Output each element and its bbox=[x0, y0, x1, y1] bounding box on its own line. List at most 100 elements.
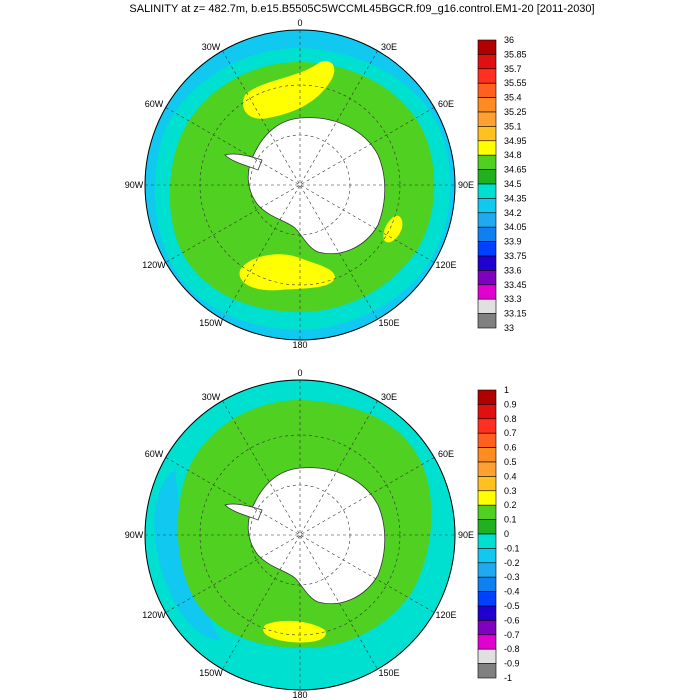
lon-label-120e: 120E bbox=[435, 260, 456, 270]
lon-label-150w: 150W bbox=[199, 318, 223, 328]
lon-label-90w: 90W bbox=[125, 180, 144, 190]
lon-label-120e: 120E bbox=[435, 610, 456, 620]
graticule bbox=[145, 30, 455, 340]
colorbar-label: 34.35 bbox=[504, 193, 527, 203]
colorbar-box bbox=[477, 648, 497, 664]
colorbar-box bbox=[477, 126, 497, 142]
colorbar-label: 34.5 bbox=[504, 179, 522, 189]
colorbar-box bbox=[477, 140, 497, 156]
colorbar-box bbox=[477, 68, 497, 84]
colorbar-box bbox=[477, 255, 497, 271]
colorbar-box bbox=[477, 212, 497, 228]
graticule bbox=[145, 380, 455, 690]
lon-label-30w: 30W bbox=[202, 392, 221, 402]
colorbar-label: 0.9 bbox=[504, 399, 517, 409]
colorbar-label: 33.6 bbox=[504, 265, 522, 275]
colorbar-label: 1 bbox=[504, 385, 509, 395]
map-border bbox=[144, 29, 456, 341]
longitude-labels: 0 30E 60E 90E 120E 150E 180 150W 120W 90… bbox=[125, 368, 474, 700]
colorbar-box bbox=[477, 169, 497, 185]
colorbar-label: 35.7 bbox=[504, 64, 522, 74]
lon-label-30e: 30E bbox=[381, 392, 397, 402]
lon-label-90e: 90E bbox=[458, 530, 474, 540]
colorbar-label: 34.8 bbox=[504, 150, 522, 160]
lon-label-120w: 120W bbox=[142, 260, 166, 270]
colorbar-label: 34.65 bbox=[504, 165, 527, 175]
colorbar-label: 0.5 bbox=[504, 457, 517, 467]
lon-label-150e: 150E bbox=[378, 318, 399, 328]
panel-difference: 0 30E 60E 90E 120E 150E 180 150W 120W 90… bbox=[125, 368, 520, 700]
colorbar-label: -0.4 bbox=[504, 587, 520, 597]
colorbar-box bbox=[477, 39, 497, 55]
yellow-patch-pacific bbox=[263, 620, 326, 643]
polar-map: 0 30E 60E 90E 120E 150E 180 150W 120W 90… bbox=[125, 18, 474, 350]
colorbar-box bbox=[477, 404, 497, 420]
colorbar-box bbox=[477, 313, 497, 329]
colorbar-box bbox=[477, 476, 497, 492]
colorbar-label: 33.3 bbox=[504, 294, 522, 304]
colorbar-label: -0.8 bbox=[504, 644, 520, 654]
colorbar-box bbox=[477, 576, 497, 592]
lon-label-30e: 30E bbox=[381, 42, 397, 52]
colorbar-box bbox=[477, 298, 497, 314]
colorbar-label: 0.1 bbox=[504, 515, 517, 525]
lon-label-150w: 150W bbox=[199, 668, 223, 678]
colorbar-box bbox=[477, 548, 497, 564]
colorbar-label: 0.2 bbox=[504, 500, 517, 510]
colorbar-box bbox=[477, 562, 497, 578]
colorbar-label: 34.2 bbox=[504, 208, 522, 218]
colorbar-label: 0.4 bbox=[504, 471, 517, 481]
colorbar-box bbox=[477, 504, 497, 520]
lon-label-180: 180 bbox=[292, 690, 307, 700]
colorbar-label: 33 bbox=[504, 323, 514, 333]
colorbar-label: 35.85 bbox=[504, 49, 527, 59]
colorbar-box bbox=[477, 389, 497, 405]
colorbar-label: -0.7 bbox=[504, 630, 520, 640]
colorbar-label: 33.75 bbox=[504, 251, 527, 261]
colorbar-label: 0.8 bbox=[504, 414, 517, 424]
colorbar-label: -0.2 bbox=[504, 558, 520, 568]
colorbar-box bbox=[477, 533, 497, 549]
map-border bbox=[144, 379, 456, 691]
longitude-labels: 0 30E 60E 90E 120E 150E 180 150W 120W 90… bbox=[125, 18, 474, 350]
colorbar-label: 36 bbox=[504, 35, 514, 45]
colorbar-box bbox=[477, 461, 497, 477]
lon-label-90e: 90E bbox=[458, 180, 474, 190]
lon-label-120w: 120W bbox=[142, 610, 166, 620]
figure-title: SALINITY at z= 482.7m, b.e15.B5505C5WCCM… bbox=[129, 3, 594, 15]
colorbar-box bbox=[477, 620, 497, 636]
colorbar-box bbox=[477, 591, 497, 607]
colorbar-box bbox=[477, 198, 497, 214]
colorbar-label: -0.3 bbox=[504, 572, 520, 582]
colorbar-label: -0.5 bbox=[504, 601, 520, 611]
colorbar: 1 0.9 0.8 0.7 0.6 0.5 0.4 0.3 0.2 0.1 0 -0.1 -0.2 -0.… bbox=[477, 385, 520, 683]
colorbar-label: 33.45 bbox=[504, 280, 527, 290]
colorbar-box bbox=[477, 97, 497, 113]
colorbar-label: 35.55 bbox=[504, 78, 527, 88]
lon-label-90w: 90W bbox=[125, 530, 144, 540]
colorbar-label: 0.7 bbox=[504, 428, 517, 438]
colorbar-box bbox=[477, 82, 497, 98]
colorbar-label: -0.1 bbox=[504, 543, 520, 553]
colorbar-box bbox=[477, 111, 497, 127]
colorbar-box bbox=[477, 519, 497, 535]
colorbar: 36 35.85 35.7 35.55 35.4 35.25 35.1 34.95 34.8 34… bbox=[477, 35, 527, 333]
lon-label-150e: 150E bbox=[378, 668, 399, 678]
panel-salinity: 0 30E 60E 90E 120E 150E 180 150W 120W 90… bbox=[125, 18, 527, 350]
colorbar-label: -1 bbox=[504, 673, 512, 683]
colorbar-label: -0.6 bbox=[504, 615, 520, 625]
colorbar-box bbox=[477, 634, 497, 650]
colorbar-box bbox=[477, 241, 497, 257]
colorbar-label: 34.05 bbox=[504, 222, 527, 232]
colorbar-box bbox=[477, 54, 497, 70]
lon-label-180: 180 bbox=[292, 340, 307, 350]
colorbar-box bbox=[477, 605, 497, 621]
colorbar-box bbox=[477, 418, 497, 434]
colorbar-box bbox=[477, 284, 497, 300]
colorbar-label: 0 bbox=[504, 529, 509, 539]
colorbar-label: 0.3 bbox=[504, 486, 517, 496]
colorbar-box bbox=[477, 447, 497, 463]
colorbar-box bbox=[477, 226, 497, 242]
colorbar-label: 35.1 bbox=[504, 121, 522, 131]
colorbar-label: 33.15 bbox=[504, 309, 527, 319]
